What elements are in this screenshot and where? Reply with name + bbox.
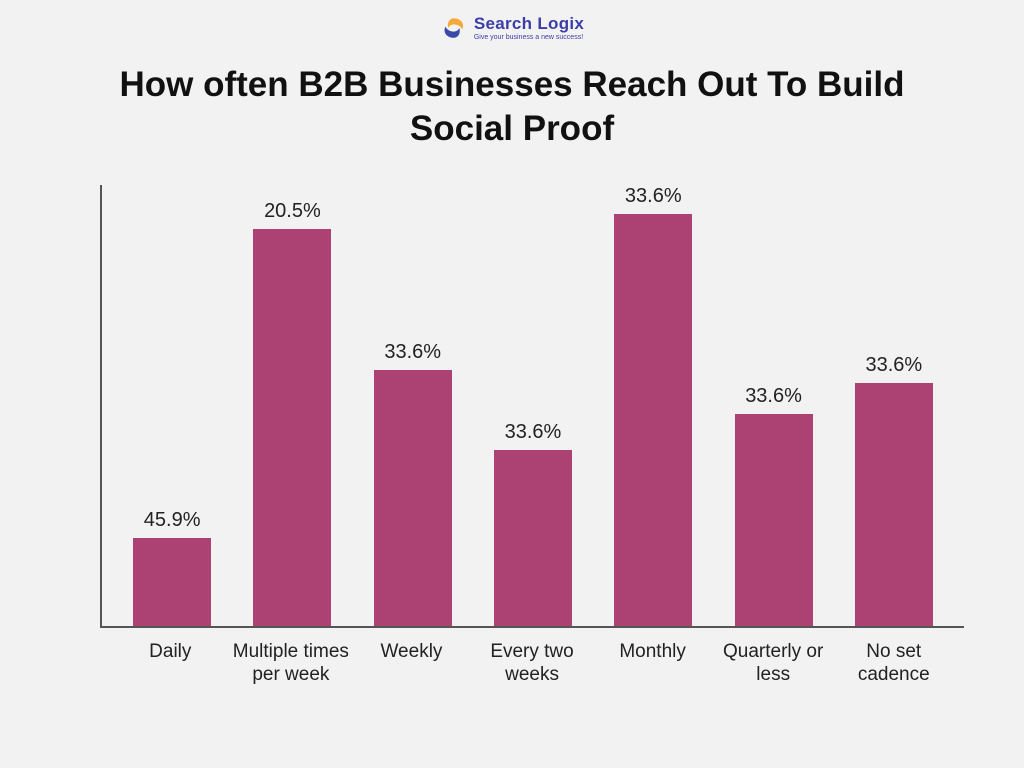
- x-axis-label: Every two weeks: [472, 633, 593, 713]
- bar: [735, 414, 813, 626]
- bar-group: 33.6%: [353, 185, 473, 626]
- bar-value-label: 20.5%: [264, 200, 321, 223]
- bar-group: 33.6%: [834, 185, 954, 626]
- x-axis-label: Quarterly or less: [713, 633, 834, 713]
- logo-tagline: Give your business a new success!: [474, 34, 584, 41]
- bar-group: 45.9%: [112, 185, 232, 626]
- bar-value-label: 33.6%: [865, 354, 922, 377]
- bar: [855, 383, 933, 626]
- x-axis-label: Weekly: [351, 633, 472, 713]
- bar-value-label: 33.6%: [745, 385, 802, 408]
- x-axis-label: Monthly: [592, 633, 713, 713]
- bar-group: 33.6%: [473, 185, 593, 626]
- bar-value-label: 33.6%: [505, 421, 562, 444]
- logo-mark-icon: [440, 14, 468, 42]
- plot-area: 45.9% 20.5% 33.6% 33.6% 33.6% 33.6% 33.6%: [100, 185, 964, 628]
- bar: [374, 370, 452, 626]
- x-axis-label: Multiple times per week: [231, 633, 352, 713]
- bar-group: 33.6%: [713, 185, 833, 626]
- bar-group: 33.6%: [593, 185, 713, 626]
- bar: [494, 450, 572, 626]
- bar-value-label: 45.9%: [144, 509, 201, 532]
- bar-value-label: 33.6%: [625, 185, 682, 208]
- bar: [133, 538, 211, 626]
- bar-group: 20.5%: [232, 185, 352, 626]
- brand-logo: Search Logix Give your business a new su…: [440, 14, 584, 42]
- chart-title: How often B2B Businesses Reach Out To Bu…: [0, 63, 1024, 151]
- x-axis-label: Daily: [110, 633, 231, 713]
- x-axis-label: No set cadence: [833, 633, 954, 713]
- bar-value-label: 33.6%: [384, 341, 441, 364]
- logo-name: Search Logix: [474, 15, 584, 32]
- bar-chart: 45.9% 20.5% 33.6% 33.6% 33.6% 33.6% 33.6% Dail…: [100, 185, 964, 713]
- bar: [614, 214, 692, 626]
- bar: [253, 229, 331, 626]
